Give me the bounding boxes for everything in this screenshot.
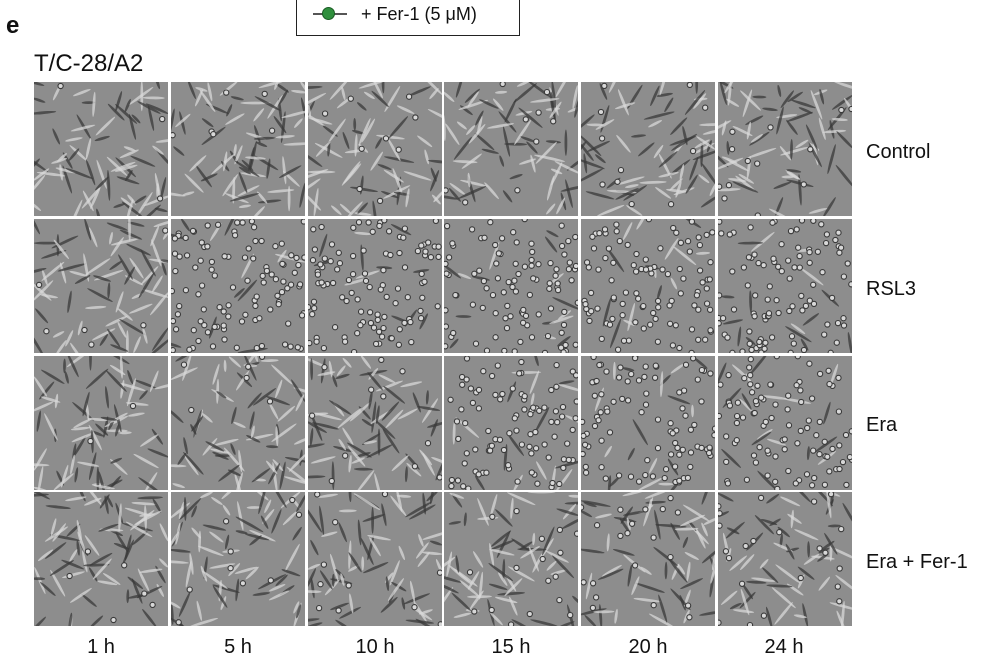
micrograph-tile <box>444 219 578 353</box>
micrograph-grid <box>34 82 852 628</box>
col-label-15h: 15 h <box>491 636 531 658</box>
cell-line-title: T/C-28/A2 <box>34 50 144 77</box>
micrograph-tile <box>444 82 578 216</box>
micrograph-tile <box>444 356 578 490</box>
micrograph-tile <box>581 356 715 490</box>
legend-marker-icon <box>322 7 335 20</box>
col-label-20h: 20 h <box>628 636 668 658</box>
col-label-1h: 1 h <box>87 636 115 658</box>
micrograph-tile <box>581 82 715 216</box>
row-label-rsl3: RSL3 <box>866 278 917 300</box>
micrograph-tile <box>34 356 168 490</box>
micrograph-tile <box>718 356 852 490</box>
micrograph-tile <box>308 492 442 626</box>
micrograph-tile <box>718 219 852 353</box>
legend-label: + Fer-1 (5 μM) <box>361 4 477 24</box>
micrograph-tile <box>171 356 305 490</box>
panel-letter: e <box>6 12 20 39</box>
micrograph-tile <box>308 82 442 216</box>
col-label-5h: 5 h <box>224 636 252 658</box>
col-label-10h: 10 h <box>355 636 395 658</box>
micrograph-tile <box>34 219 168 353</box>
micrograph-tile <box>581 219 715 353</box>
micrograph-tile <box>171 219 305 353</box>
micrograph-tile <box>718 492 852 626</box>
legend: + Fer-1 (5 μM) <box>296 0 520 36</box>
micrograph-tile <box>581 492 715 626</box>
micrograph-tile <box>171 492 305 626</box>
micrograph-tile <box>171 82 305 216</box>
row-label-era-fer1: Era + Fer-1 <box>866 551 968 573</box>
micrograph-tile <box>308 356 442 490</box>
micrograph-tile <box>718 82 852 216</box>
row-label-era: Era <box>866 414 898 436</box>
micrograph-tile <box>34 82 168 216</box>
row-label-control: Control <box>866 141 931 163</box>
micrograph-tile <box>444 492 578 626</box>
micrograph-tile <box>308 219 442 353</box>
col-label-24h: 24 h <box>764 636 804 658</box>
micrograph-tile <box>34 492 168 626</box>
